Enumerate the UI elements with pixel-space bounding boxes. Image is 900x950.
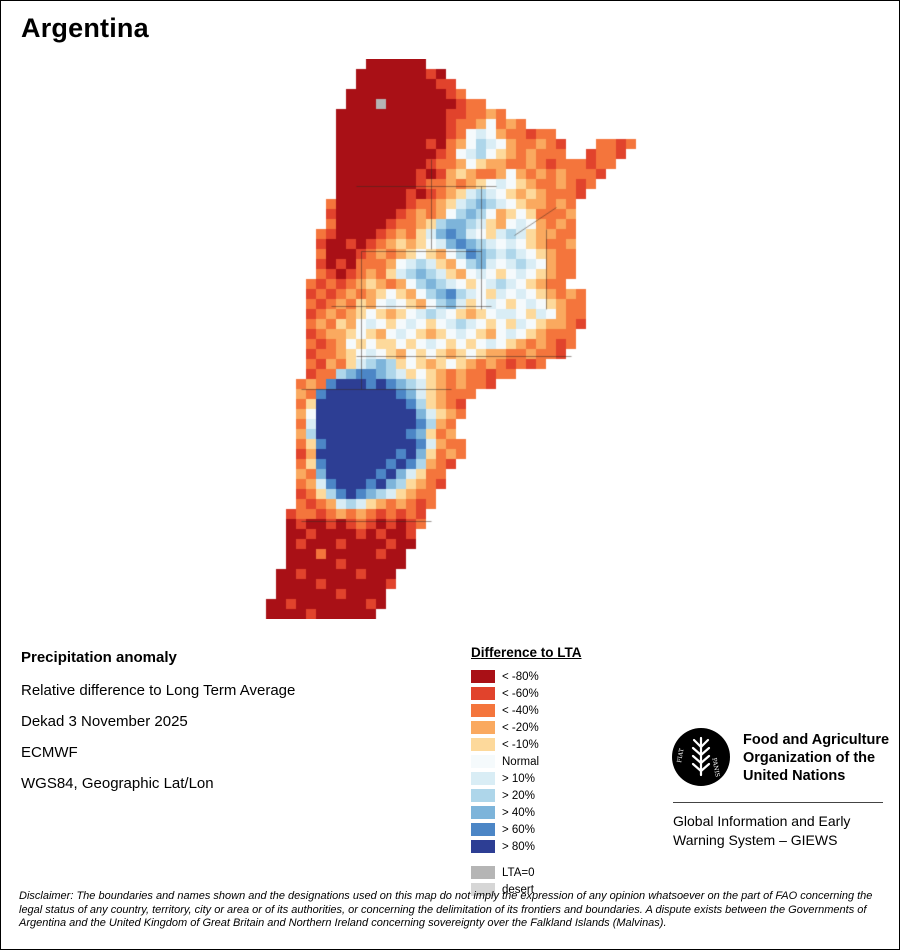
giews-line: Warning System – GIEWS (673, 832, 838, 848)
legend-swatch (471, 755, 495, 768)
legend-item: < -20% (471, 719, 582, 736)
legend-swatch (471, 806, 495, 819)
legend-item: < -10% (471, 736, 582, 753)
legend-item: Normal (471, 753, 582, 770)
legend-swatch (471, 721, 495, 734)
legend-swatch (471, 670, 495, 683)
org-name-line: United Nations (743, 768, 846, 784)
legend-swatch (471, 866, 495, 879)
giews-line: Global Information and Early (673, 813, 851, 829)
legend-title: Difference to LTA (471, 645, 582, 660)
legend-item: LTA=0 (471, 864, 582, 881)
legend-swatch (471, 704, 495, 717)
legend-item: > 80% (471, 838, 582, 855)
info-line-dekad: Dekad 3 November 2025 (21, 713, 188, 730)
wheat-icon (691, 736, 711, 777)
legend-item-label: < -20% (502, 721, 539, 734)
info-line-projection: WGS84, Geographic Lat/Lon (21, 775, 214, 792)
legend-swatch (471, 823, 495, 836)
legend-item: < -40% (471, 702, 582, 719)
legend-item-label: > 20% (502, 789, 535, 802)
disclaimer-text: Disclaimer: The boundaries and names sho… (19, 890, 873, 929)
legend-item: > 10% (471, 770, 582, 787)
legend-item-label: < -60% (502, 687, 539, 700)
precipitation-anomaly-map (256, 59, 656, 619)
legend-item-label: > 80% (502, 840, 535, 853)
legend-item: desert (471, 881, 582, 898)
legend-swatch (471, 789, 495, 802)
legend-item-label: > 10% (502, 772, 535, 785)
legend-item-label: Normal (502, 755, 540, 768)
legend-item: > 20% (471, 787, 582, 804)
legend-item-label: > 60% (502, 823, 535, 836)
legend-item-label: > 40% (502, 806, 535, 819)
legend-swatch (471, 738, 495, 751)
legend-item: > 60% (471, 821, 582, 838)
fao-motto-left: FIAT (676, 748, 685, 764)
legend-swatch (471, 840, 495, 853)
info-heading: Precipitation anomaly (21, 649, 177, 666)
fao-logo-icon: FIAT PANIS (672, 728, 730, 786)
legend-item-label: LTA=0 (502, 866, 535, 879)
org-name: Food and Agriculture Organization of the… (743, 731, 889, 785)
org-name-line: Food and Agriculture (743, 732, 890, 748)
giews-label: Global Information and Early Warning Sys… (673, 812, 850, 850)
legend-item-label: desert (502, 883, 534, 896)
info-block: Precipitation anomaly Relative differenc… (21, 649, 295, 806)
info-line-source: ECMWF (21, 744, 78, 761)
legend-items: < -80% < -60% < -40% < -20% < -10% Normal > 10… (471, 668, 582, 855)
legend: Difference to LTA < -80% < -60% < -40% < -2… (471, 645, 582, 898)
footer-divider (673, 802, 883, 803)
legend-item-label: < -10% (502, 738, 539, 751)
legend-item: > 40% (471, 804, 582, 821)
legend-item: < -80% (471, 668, 582, 685)
legend-item-label: < -40% (502, 704, 539, 717)
fao-motto-right: PANIS (710, 757, 720, 777)
legend-swatch (471, 687, 495, 700)
page-title: Argentina (21, 13, 149, 43)
org-name-line: Organization of the (743, 750, 876, 766)
info-line-description: Relative difference to Long Term Average (21, 682, 296, 699)
legend-swatch (471, 883, 495, 896)
legend-swatch (471, 772, 495, 785)
legend-item: < -60% (471, 685, 582, 702)
legend-extra-items: LTA=0 desert (471, 864, 582, 898)
legend-item-label: < -80% (502, 670, 539, 683)
